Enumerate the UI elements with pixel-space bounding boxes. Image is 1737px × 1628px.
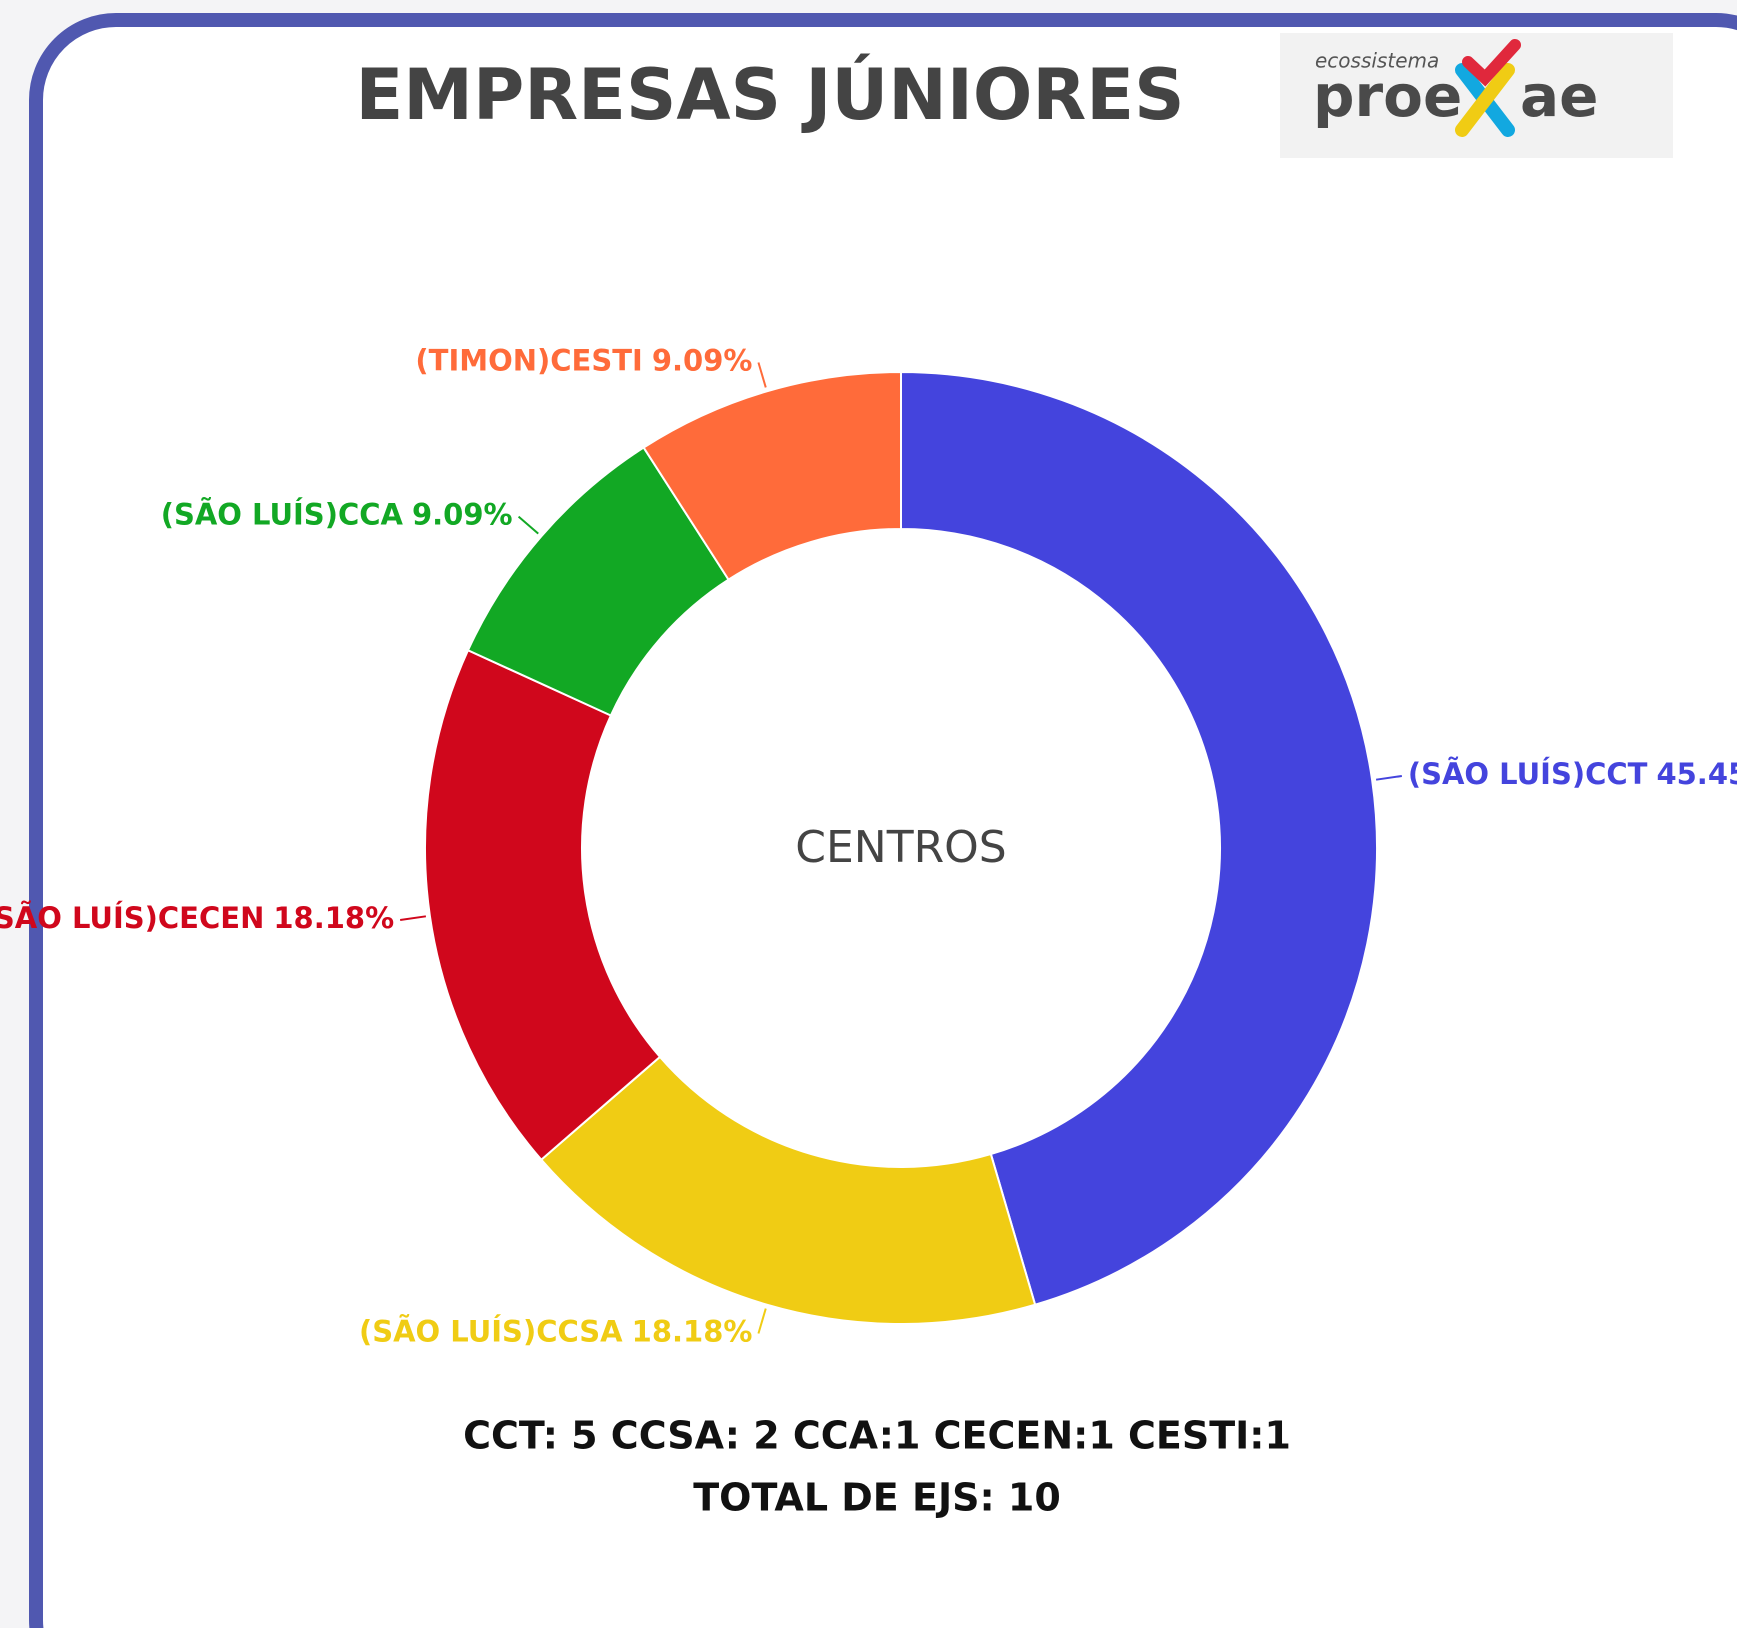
logo-x xyxy=(1455,63,1515,137)
slice-label-name: (SÃO LUÍS)CECEN xyxy=(0,901,264,935)
logo-left: proe xyxy=(1313,62,1462,130)
leader-line xyxy=(400,915,427,922)
leader-line xyxy=(757,1308,767,1334)
leader-line xyxy=(1375,774,1402,781)
slice-label-name: (SÃO LUÍS)CCA xyxy=(161,498,404,532)
slice-label-name: (SÃO LUÍS)CCT xyxy=(1408,757,1648,791)
slice-label: (TIMON)CESTI 9.09% xyxy=(415,343,752,377)
leader-line xyxy=(517,515,539,535)
slice xyxy=(424,648,662,1162)
slice-label-name: (TIMON)CESTI xyxy=(415,343,642,377)
slice xyxy=(642,370,902,582)
logo-right: ae xyxy=(1520,62,1598,130)
slice-label-name: (SÃO LUÍS)CCSA xyxy=(359,1315,623,1349)
card xyxy=(29,13,1737,1628)
logo: ecossistema proe ae xyxy=(1280,33,1673,158)
slice-label-value: 18.18% xyxy=(273,901,394,935)
footer-line: CCT: 5 CCSA: 2 CCA:1 CECEN:1 CESTI:1 xyxy=(463,1414,1291,1458)
logo-check xyxy=(1462,39,1521,87)
center-label: CENTROS xyxy=(795,822,1006,873)
logo-small: ecossistema xyxy=(1315,49,1439,73)
footer-line: TOTAL DE EJS: 10 xyxy=(693,1476,1061,1520)
slice-label-value: 45.45% xyxy=(1656,757,1737,791)
slice-label-value: 9.09% xyxy=(652,343,753,377)
slice xyxy=(900,370,1378,1306)
slice-label-value: 9.09% xyxy=(412,498,513,532)
slice-label: (SÃO LUÍS)CCA 9.09% xyxy=(161,498,513,532)
leader-line xyxy=(757,362,767,388)
slice-label: (SÃO LUÍS)CCSA 18.18% xyxy=(359,1315,753,1349)
slice-label-value: 18.18% xyxy=(632,1315,753,1349)
slice xyxy=(539,1055,1037,1325)
slice-label: (SÃO LUÍS)CECEN 18.18% xyxy=(0,901,394,935)
chart-title: EMPRESAS JÚNIORES xyxy=(355,54,1184,136)
